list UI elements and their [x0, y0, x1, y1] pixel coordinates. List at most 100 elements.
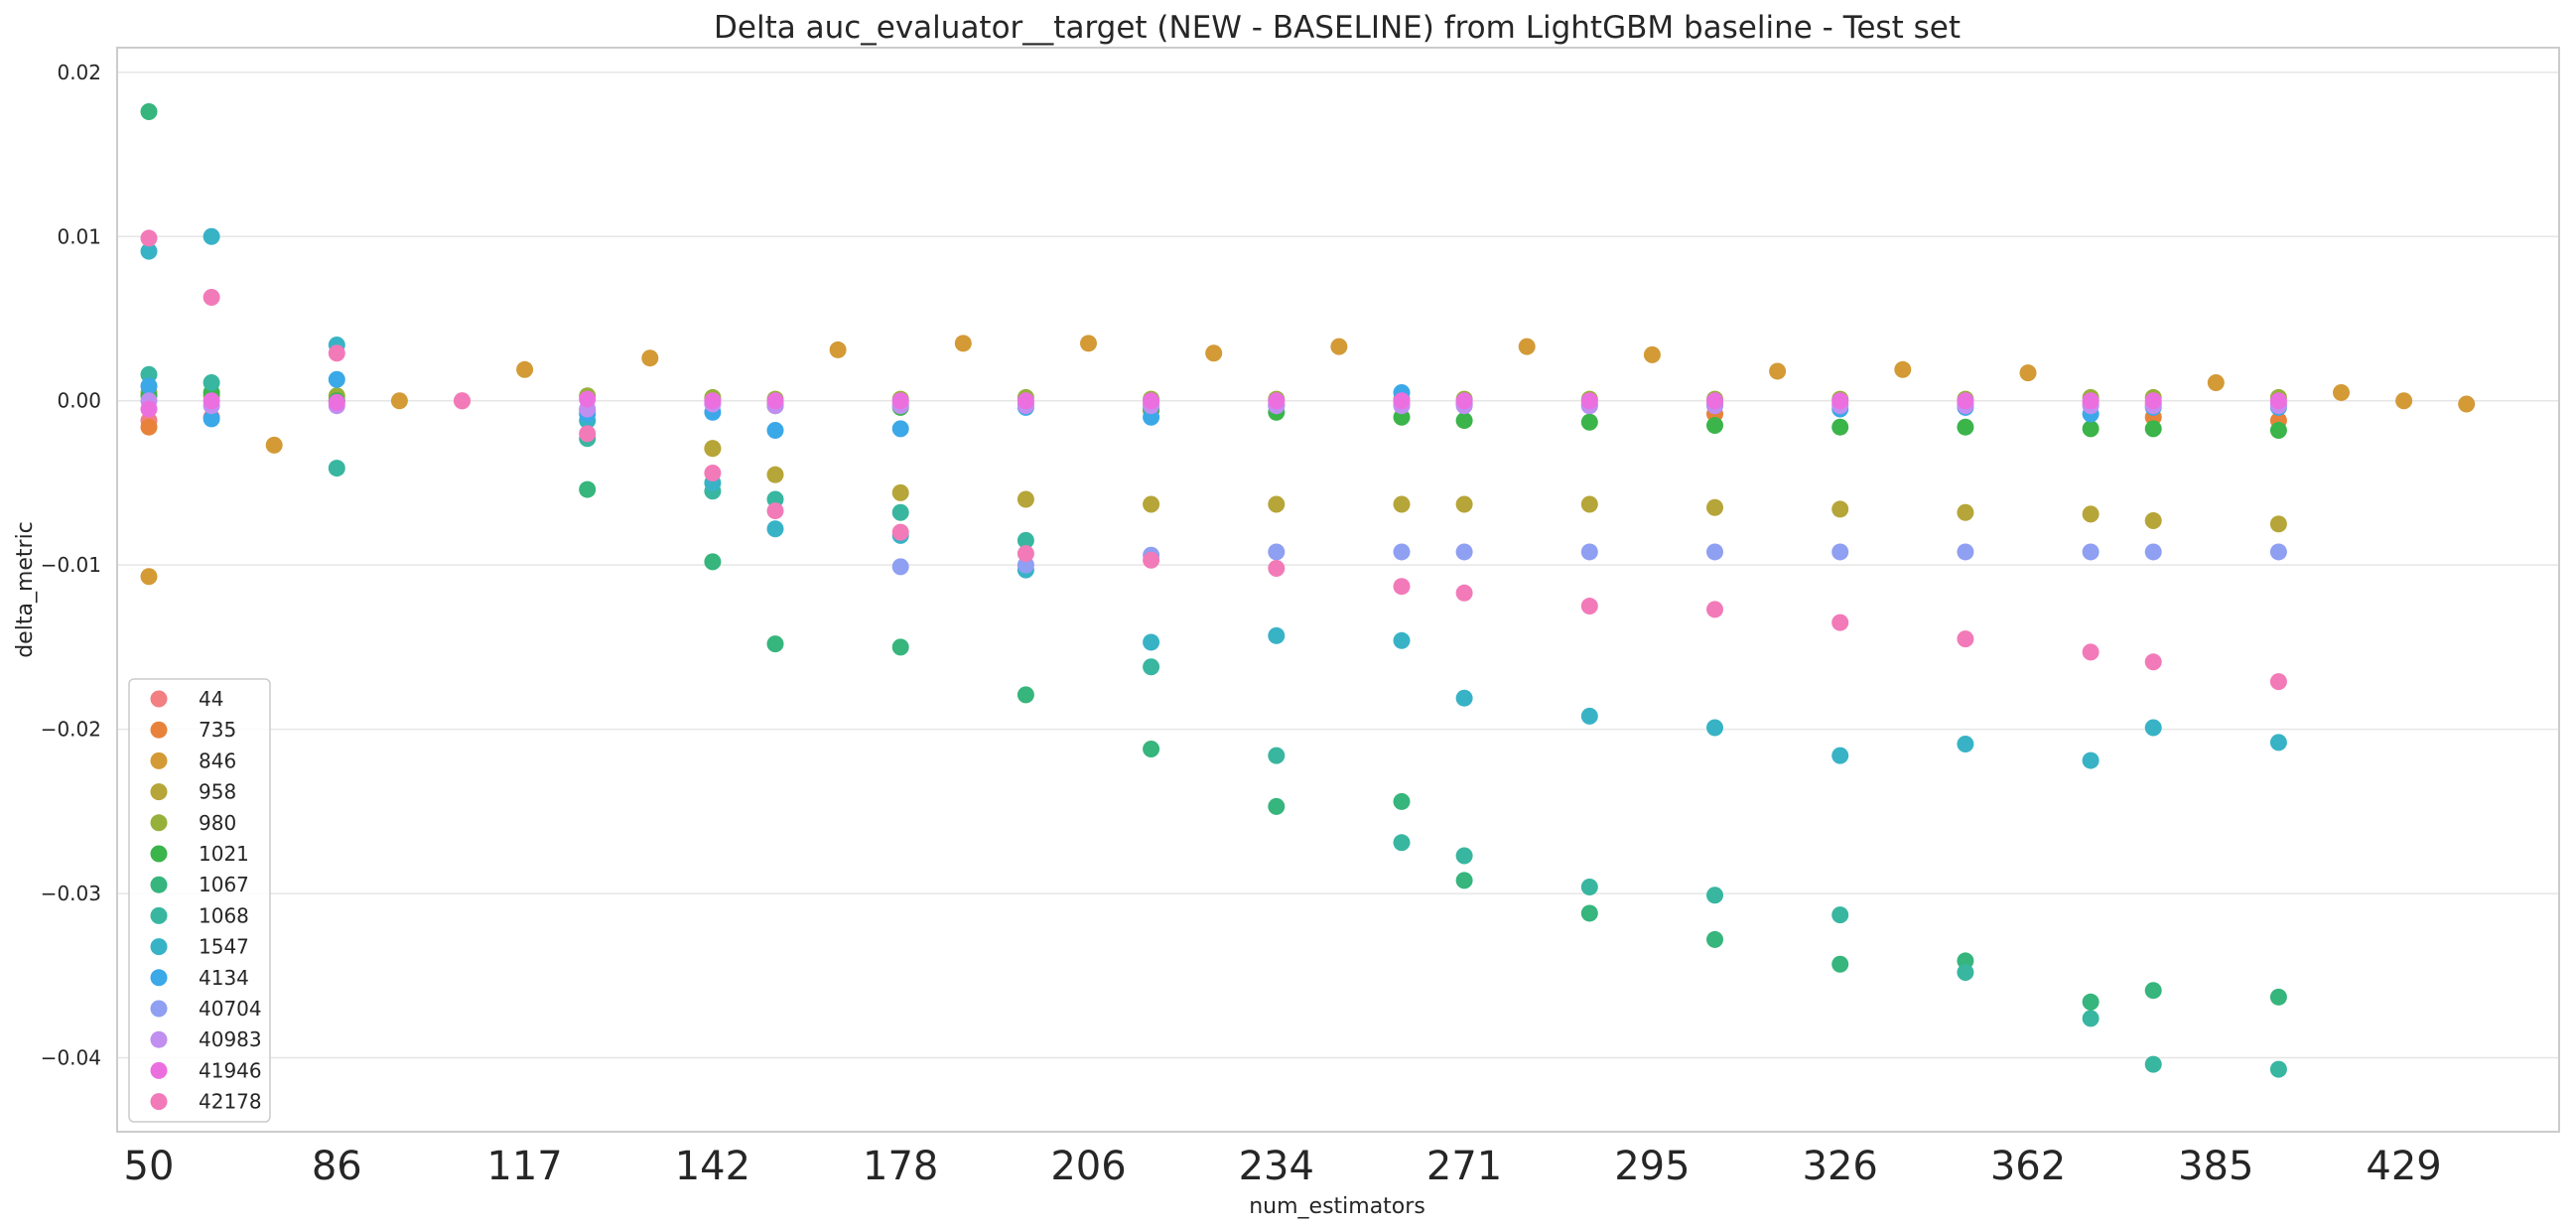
data-point-1547	[140, 242, 158, 260]
data-point-1547	[2082, 751, 2100, 769]
data-point-4134	[140, 377, 158, 395]
x-tick-label: 326	[1803, 1144, 1878, 1189]
data-point-1068	[2082, 1010, 2100, 1027]
data-point-40704	[1580, 543, 1598, 561]
data-point-846	[1894, 360, 1912, 378]
legend-marker	[150, 876, 168, 893]
legend-label: 1547	[199, 935, 249, 959]
data-point-1067	[140, 103, 158, 121]
legend-label: 4134	[199, 966, 249, 990]
data-point-42178	[2144, 653, 2162, 671]
data-point-42178	[704, 465, 722, 482]
legend-label: 735	[199, 718, 236, 742]
x-tick-label: 234	[1239, 1144, 1314, 1189]
data-point-958	[1455, 495, 1473, 513]
data-point-1547	[1143, 633, 1160, 651]
data-point-1067	[1143, 740, 1160, 757]
x-tick-label: 362	[1990, 1144, 2066, 1189]
data-point-41946	[1580, 392, 1598, 410]
data-point-958	[1831, 500, 1849, 518]
data-point-1547	[1831, 747, 1849, 764]
x-tick-labels: 50 86 117 142 178 206 234 271 295 326 362 385 429	[124, 1144, 2442, 1189]
data-point-1068	[1957, 964, 1974, 982]
data-point-846	[1330, 338, 1348, 355]
data-point-1068	[1143, 658, 1160, 676]
x-tick-label: 429	[2366, 1144, 2441, 1189]
data-point-846	[516, 360, 534, 378]
x-tick-label: 178	[863, 1144, 938, 1189]
legend-marker	[150, 969, 168, 987]
data-point-1068	[2269, 1060, 2287, 1078]
legend-label: 41946	[199, 1058, 262, 1082]
data-point-846	[954, 335, 972, 352]
y-axis-label: delta_metric	[13, 521, 38, 658]
x-tick-label: 295	[1614, 1144, 1690, 1189]
y-tick-label: −0.02	[41, 718, 101, 742]
data-point-41946	[2269, 392, 2287, 410]
x-tick-label: 385	[2178, 1144, 2253, 1189]
legend-marker	[150, 751, 168, 769]
data-point-958	[1017, 490, 1034, 508]
data-point-1068	[1393, 834, 1411, 852]
data-point-41946	[2082, 392, 2100, 410]
data-point-1067	[1268, 797, 1286, 815]
data-point-42178	[1957, 630, 1974, 648]
data-point-958	[1268, 495, 1286, 513]
data-point-1547	[1706, 719, 1723, 737]
data-point-42178	[1580, 598, 1598, 615]
data-point-846	[829, 341, 847, 358]
data-point-846	[2333, 383, 2350, 401]
data-point-40704	[1393, 543, 1411, 561]
data-point-41946	[766, 392, 784, 410]
legend-marker	[150, 721, 168, 739]
data-point-1067	[2144, 982, 2162, 1000]
data-point-41946	[1706, 392, 1723, 410]
legend-label: 42178	[199, 1090, 262, 1114]
data-point-1068	[1017, 531, 1034, 549]
data-point-40704	[1268, 543, 1286, 561]
legend-label: 1021	[199, 842, 249, 866]
data-point-40704	[2144, 543, 2162, 561]
data-point-1021	[1706, 417, 1723, 435]
legend-marker	[150, 783, 168, 801]
data-point-42178	[1706, 601, 1723, 618]
data-point-1021	[1957, 418, 1974, 436]
x-tick-label: 271	[1426, 1144, 1502, 1189]
data-point-1068	[328, 460, 345, 478]
data-point-1067	[579, 480, 597, 498]
data-point-40704	[1455, 543, 1473, 561]
x-tick-label: 117	[486, 1144, 562, 1189]
y-tick-label: −0.03	[41, 882, 101, 905]
data-point-41946	[704, 392, 722, 410]
data-point-40704	[1706, 543, 1723, 561]
data-point-40704	[891, 558, 909, 576]
data-point-41946	[1017, 392, 1034, 410]
data-point-1068	[2144, 1055, 2162, 1073]
data-point-1068	[1706, 887, 1723, 904]
data-point-42178	[579, 425, 597, 443]
plot-frame	[116, 47, 2560, 1133]
data-point-958	[1143, 495, 1160, 513]
data-point-42178	[1393, 578, 1411, 596]
data-point-42178	[766, 502, 784, 520]
data-points	[140, 103, 2476, 1078]
x-tick-label: 206	[1050, 1144, 1126, 1189]
data-point-41946	[1268, 392, 1286, 410]
data-point-40704	[1831, 543, 1849, 561]
data-point-1067	[704, 553, 722, 571]
legend-label: 1067	[199, 873, 249, 896]
data-point-958	[704, 440, 722, 458]
data-point-1021	[1455, 412, 1473, 430]
legend-marker	[150, 1061, 168, 1079]
data-point-1547	[2269, 734, 2287, 751]
data-point-1547	[203, 227, 220, 245]
data-point-40704	[1957, 543, 1974, 561]
legend-marker	[150, 906, 168, 924]
data-point-846	[1518, 338, 1536, 355]
data-point-1067	[1580, 904, 1598, 922]
data-point-1547	[1580, 707, 1598, 725]
data-point-41946	[140, 400, 158, 418]
x-tick-label: 142	[675, 1144, 750, 1189]
